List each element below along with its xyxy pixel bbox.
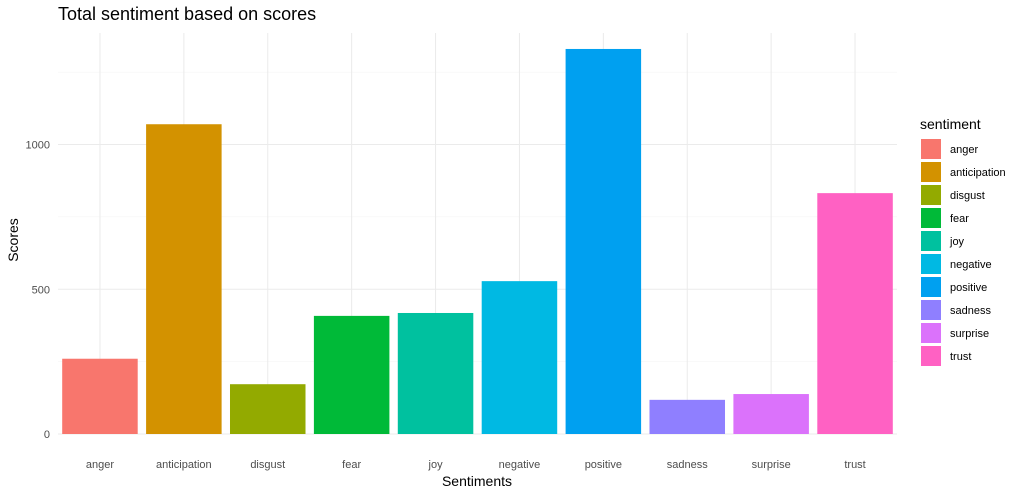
x-tick-label: sadness	[667, 459, 708, 471]
x-tick-label: anticipation	[156, 459, 212, 471]
legend-label-positive: positive	[950, 282, 987, 294]
chart-title: Total sentiment based on scores	[58, 4, 316, 24]
legend-key-negative	[921, 254, 941, 274]
legend-label-sadness: sadness	[950, 305, 991, 317]
x-tick-label: disgust	[250, 459, 285, 471]
legend-label-joy: joy	[949, 236, 965, 248]
bars	[62, 48, 893, 435]
bar-trust	[817, 193, 893, 434]
bar-negative	[481, 281, 558, 434]
x-tick-label: positive	[585, 459, 622, 471]
x-tick-label: anger	[86, 459, 114, 471]
legend-label-surprise: surprise	[950, 328, 989, 340]
legend-key-disgust	[921, 185, 941, 205]
legend-key-fear	[921, 208, 941, 228]
legend-label-trust: trust	[950, 351, 971, 363]
legend-label-disgust: disgust	[950, 190, 985, 202]
y-axis-ticks: 0 500 1000	[26, 140, 50, 442]
bar-sadness	[649, 399, 726, 434]
x-axis-ticks: anger anticipation disgust fear joy negative p…	[86, 459, 866, 471]
legend-key-positive	[921, 277, 941, 297]
legend-key-anticipation	[921, 162, 941, 182]
y-tick-label: 500	[32, 284, 50, 296]
bar-fear	[313, 315, 390, 434]
x-axis-title: Sentiments	[442, 473, 512, 489]
x-tick-label: surprise	[752, 459, 791, 471]
y-tick-label: 1000	[26, 140, 50, 152]
bar-positive	[565, 48, 642, 435]
legend-label-anger: anger	[950, 144, 978, 156]
legend-key-trust	[921, 346, 941, 366]
legend-label-fear: fear	[950, 213, 969, 225]
bar-anticipation	[146, 124, 222, 435]
x-tick-label: joy	[428, 459, 444, 471]
bar-disgust	[229, 384, 306, 434]
legend-label-negative: negative	[950, 259, 992, 271]
x-tick-label: negative	[499, 459, 541, 471]
y-tick-label: 0	[44, 429, 50, 441]
legend-title: sentiment	[920, 116, 981, 132]
bar-surprise	[733, 394, 809, 434]
legend: sentiment anger anticipation disgust fear jo…	[920, 116, 1006, 366]
legend-label-anticipation: anticipation	[950, 167, 1006, 179]
bar-anger	[62, 358, 138, 434]
legend-key-sadness	[921, 300, 941, 320]
bar-joy	[397, 312, 474, 434]
legend-key-surprise	[921, 323, 941, 343]
legend-key-anger	[921, 139, 941, 159]
y-axis-title: Scores	[5, 218, 21, 262]
x-tick-label: trust	[844, 459, 865, 471]
x-tick-label: fear	[342, 459, 361, 471]
legend-key-joy	[921, 231, 941, 251]
